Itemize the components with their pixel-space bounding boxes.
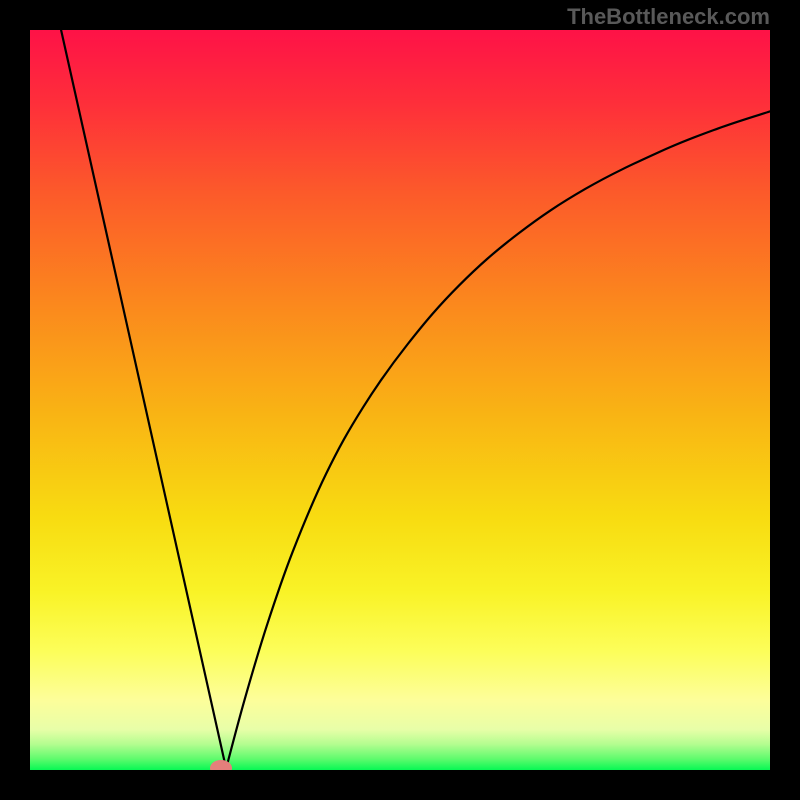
plot-area	[30, 30, 770, 770]
chart-frame	[0, 0, 800, 800]
optimal-point-marker	[210, 760, 232, 770]
watermark-text: TheBottleneck.com	[567, 4, 770, 30]
bottleneck-curve	[30, 30, 770, 770]
